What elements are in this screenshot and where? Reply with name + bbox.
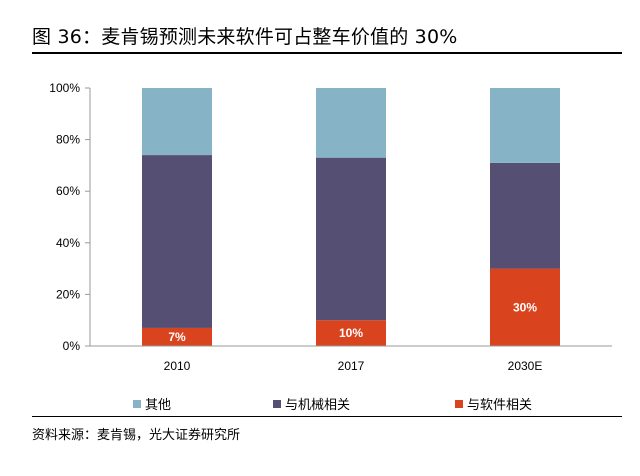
title-rule [32, 52, 622, 54]
legend-label-software: 与软件相关 [467, 398, 533, 413]
legend-item-machinery: 与机械相关 [273, 394, 350, 413]
y-tick-label: 40% [56, 236, 80, 250]
x-tick-label: 2030E [508, 359, 543, 373]
bar-segment [316, 88, 386, 158]
source-note: 资料来源：麦肯锡，光大证券研究所 [32, 428, 241, 443]
bar-segment [316, 320, 386, 346]
y-tick-label: 80% [56, 133, 80, 147]
legend-item-other: 其他 [133, 394, 171, 413]
bar-segment [316, 157, 386, 321]
bar-segment [490, 162, 560, 269]
chart-title: 图 36：麦肯锡预测未来软件可占整车价值的 30% [32, 26, 458, 48]
bar-segment [490, 88, 560, 163]
legend-label-other: 其他 [145, 398, 172, 413]
x-tick-label: 2017 [338, 359, 365, 373]
data-label: 30% [513, 300, 537, 314]
data-label: 7% [168, 330, 186, 344]
y-tick-label: 60% [56, 184, 80, 198]
bar-segment [142, 155, 212, 328]
y-tick-label: 20% [56, 287, 80, 301]
legend-swatch-software [455, 399, 463, 408]
y-tick-label: 0% [63, 339, 81, 353]
legend-swatch-other [133, 399, 141, 408]
legend-item-software: 与软件相关 [455, 394, 532, 413]
footer-rule [32, 416, 622, 417]
bar-segment [142, 327, 212, 346]
data-label: 10% [339, 326, 363, 340]
legend-label-machinery: 与机械相关 [285, 398, 351, 413]
x-tick-label: 2010 [164, 359, 191, 373]
legend-swatch-machinery [273, 399, 281, 408]
y-tick-label: 100% [49, 81, 80, 95]
bar-segment [142, 88, 212, 156]
bar-segment [490, 268, 560, 346]
